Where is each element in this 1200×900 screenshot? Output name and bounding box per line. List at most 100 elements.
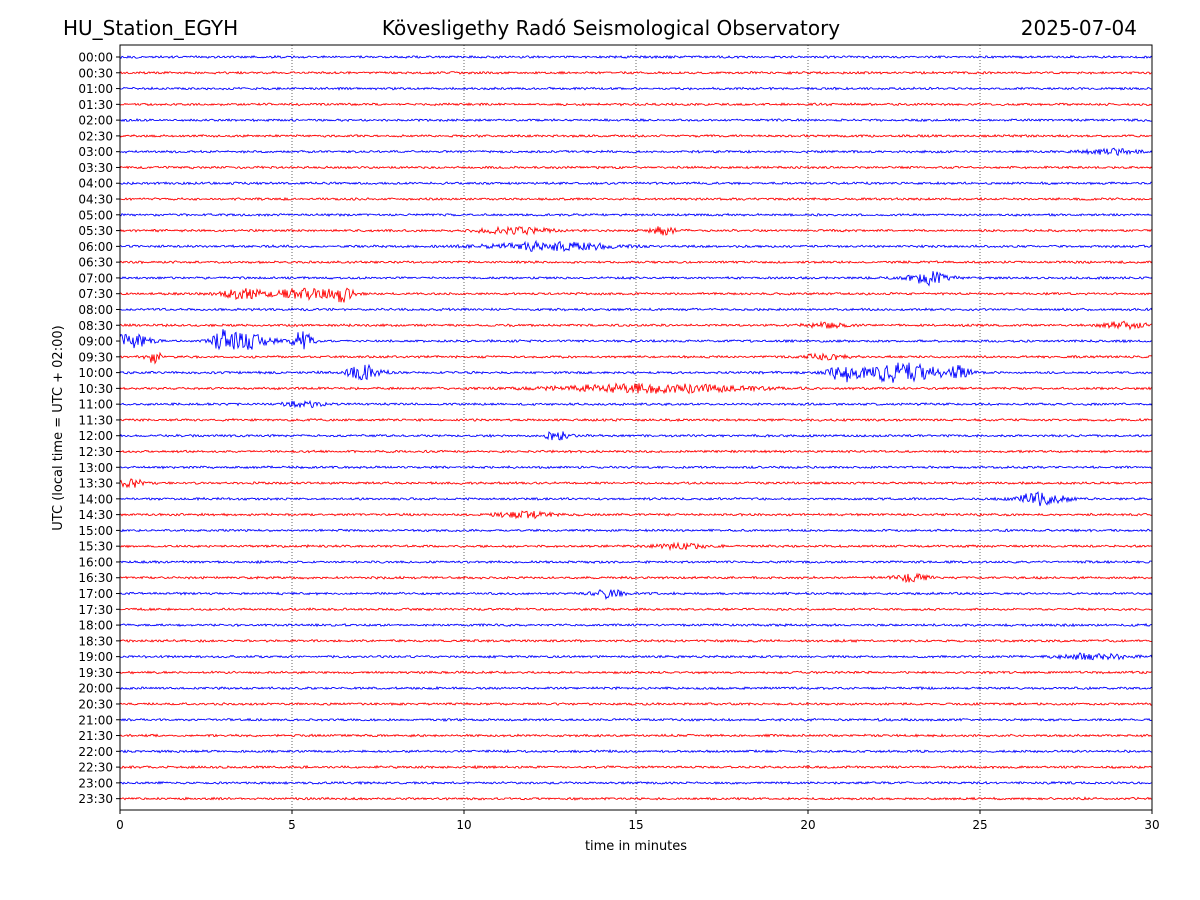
trace-row-2230	[119, 764, 1153, 770]
plot-frame	[119, 44, 1153, 811]
trace-row-0030	[119, 70, 1153, 75]
y-tick-label: 09:30	[78, 350, 113, 364]
y-tick-label: 05:30	[78, 224, 113, 238]
x-tick-label: 0	[116, 818, 124, 832]
trace-row-0700	[119, 271, 1153, 287]
trace-row-0200	[119, 117, 1153, 123]
x-axis-label: time in minutes	[585, 839, 687, 854]
x-tick-label: 10	[456, 818, 471, 832]
y-tick-label: 00:30	[78, 66, 113, 80]
y-tick-label: 10:30	[78, 382, 113, 396]
trace-row-0330	[119, 165, 1153, 170]
trace-row-1500	[119, 528, 1153, 533]
y-tick-label: 18:30	[78, 634, 113, 648]
trace-row-0230	[119, 133, 1153, 139]
station-label: HU_Station_EGYH	[63, 16, 238, 40]
y-tick-label: 23:30	[78, 792, 113, 806]
trace-row-0000	[119, 54, 1153, 60]
x-tick-label: 25	[972, 818, 987, 832]
y-tick-label: 04:30	[78, 193, 113, 207]
trace-row-0800	[119, 307, 1153, 312]
y-tick-label: 20:00	[78, 682, 113, 696]
trace-row-1430	[119, 510, 1153, 520]
y-tick-label: 10:00	[78, 366, 113, 380]
y-tick-label: 11:00	[78, 398, 113, 412]
trace-row-1330	[119, 478, 1153, 489]
trace-row-1900	[119, 652, 1153, 661]
y-tick-label: 00:00	[78, 51, 113, 65]
x-tick-label: 5	[288, 818, 296, 832]
observatory-title: Kövesligethy Radó Seismological Observat…	[382, 16, 840, 40]
y-tick-label: 19:00	[78, 650, 113, 664]
trace-row-2030	[119, 701, 1153, 706]
x-axis-ticks: 0 5 10 15 20 25 30	[116, 810, 1160, 832]
trace-row-1200	[119, 431, 1153, 441]
y-tick-label: 12:00	[78, 429, 113, 443]
y-tick-label: 18:00	[78, 619, 113, 633]
trace-row-2300	[119, 780, 1153, 786]
y-tick-label: 22:30	[78, 761, 113, 775]
y-tick-label: 14:30	[78, 508, 113, 522]
trace-row-1400	[119, 491, 1153, 507]
y-tick-label: 02:30	[78, 129, 113, 143]
y-tick-label: 07:30	[78, 287, 113, 301]
y-tick-label: 13:00	[78, 461, 113, 475]
y-tick-label: 02:00	[78, 114, 113, 128]
y-tick-label: 12:30	[78, 445, 113, 459]
trace-row-0930	[119, 351, 1153, 365]
y-tick-label: 16:30	[78, 571, 113, 585]
y-tick-label: 07:00	[78, 271, 113, 285]
trace-row-1130	[119, 417, 1153, 423]
trace-row-2000	[119, 685, 1153, 691]
y-tick-label: 05:00	[78, 208, 113, 222]
y-tick-label: 06:30	[78, 256, 113, 270]
y-tick-label: 21:00	[78, 713, 113, 727]
y-tick-label: 03:30	[78, 161, 113, 175]
y-tick-label: 15:30	[78, 540, 113, 554]
trace-row-0530	[119, 225, 1153, 236]
y-tick-label: 03:00	[78, 145, 113, 159]
trace-row-0400	[119, 181, 1153, 186]
y-tick-label: 17:00	[78, 587, 113, 601]
trace-row-2130	[119, 733, 1153, 738]
x-tick-label: 15	[628, 818, 643, 832]
trace-row-1600	[119, 559, 1153, 565]
trace-row-1630	[119, 572, 1153, 584]
trace-row-0300	[119, 147, 1153, 157]
trace-row-0600	[119, 239, 1153, 253]
trace-row-0500	[119, 212, 1153, 217]
trace-row-0730	[119, 287, 1153, 303]
y-tick-label: 08:30	[78, 319, 113, 333]
trace-row-1100	[119, 399, 1153, 409]
y-tick-label: 08:00	[78, 303, 113, 317]
y-tick-label: 23:00	[78, 776, 113, 790]
y-tick-label: 01:00	[78, 82, 113, 96]
trace-row-0830	[119, 320, 1153, 331]
seismic-traces	[119, 54, 1153, 801]
trace-row-1830	[119, 638, 1153, 644]
y-tick-label: 21:30	[78, 729, 113, 743]
trace-row-1030	[119, 382, 1153, 395]
y-tick-label: 04:00	[78, 177, 113, 191]
trace-row-1700	[119, 589, 1153, 600]
trace-row-0100	[119, 86, 1153, 91]
date-label: 2025-07-04	[1021, 16, 1137, 40]
trace-row-1800	[119, 622, 1153, 628]
y-tick-label: 11:30	[78, 413, 113, 427]
trace-row-1000	[119, 362, 1153, 383]
trace-row-0900	[119, 329, 1153, 351]
y-tick-label: 19:30	[78, 666, 113, 680]
trace-row-2200	[119, 749, 1153, 754]
trace-row-1530	[119, 541, 1153, 552]
trace-row-2330	[119, 796, 1153, 801]
trace-row-1730	[119, 607, 1153, 612]
y-tick-label: 17:30	[78, 603, 113, 617]
y-tick-label: 20:30	[78, 697, 113, 711]
y-tick-label: 22:00	[78, 745, 113, 759]
y-tick-label: 06:00	[78, 240, 113, 254]
y-axis-label: UTC (local time = UTC + 02:00)	[51, 325, 66, 530]
x-tick-label: 30	[1144, 818, 1159, 832]
trace-row-0630	[119, 260, 1153, 265]
y-tick-label: 09:00	[78, 335, 113, 349]
